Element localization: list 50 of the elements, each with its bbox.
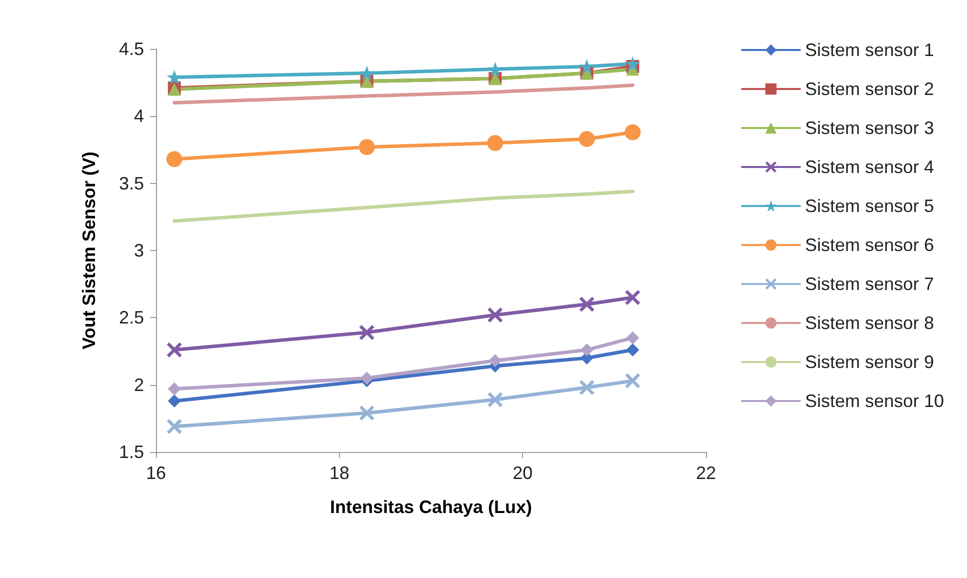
legend-label: Sistem sensor 7 — [804, 274, 934, 294]
legend-label: Sistem sensor 9 — [804, 352, 934, 372]
y-tick-label: 2.5 — [118, 308, 144, 328]
point — [488, 307, 503, 322]
y-tick-label: 3 — [134, 240, 144, 260]
legend-label: Sistem sensor 10 — [804, 391, 944, 411]
point — [359, 66, 374, 81]
x-axis-title: Intensitas Cahaya (Lux) — [330, 497, 532, 517]
point — [626, 331, 640, 344]
y-tick-label: 4.5 — [118, 39, 144, 59]
point — [358, 139, 375, 156]
x-tick-label: 16 — [146, 463, 166, 483]
point — [625, 373, 640, 388]
point — [359, 324, 374, 340]
point — [166, 70, 182, 85]
point — [168, 394, 181, 408]
point — [166, 151, 182, 168]
y-axis-title: Vout Sistem Sensor (V) — [79, 152, 99, 350]
legend-label: Sistem sensor 1 — [804, 40, 934, 60]
point — [579, 380, 594, 396]
point — [625, 290, 640, 306]
point — [579, 296, 594, 312]
point — [626, 343, 640, 356]
y-tick-label: 2 — [134, 374, 144, 395]
legend-label: Sistem sensor 5 — [804, 196, 934, 216]
point — [580, 343, 594, 356]
point — [487, 135, 504, 152]
point — [360, 372, 374, 385]
point — [166, 418, 182, 434]
point — [166, 342, 182, 358]
line-series — [172, 190, 634, 223]
legend-label: Sistem sensor 8 — [804, 313, 934, 333]
y-tick-label: 1.5 — [118, 442, 144, 462]
point — [488, 392, 503, 408]
point — [488, 62, 503, 77]
x-tick-label: 18 — [329, 463, 350, 483]
point — [624, 124, 641, 140]
x-tick-label: 22 — [696, 463, 716, 483]
x-tick-label: 20 — [512, 463, 533, 483]
y-tick-label: 3.5 — [118, 173, 144, 194]
point — [359, 406, 374, 421]
point — [488, 354, 502, 368]
y-tick-label: 4 — [134, 106, 144, 126]
legend-label: Sistem sensor 2 — [804, 79, 934, 99]
legend-label: Sistem sensor 3 — [804, 118, 934, 138]
legend-label: Sistem sensor 6 — [804, 235, 934, 255]
point — [168, 382, 181, 396]
line-series — [172, 84, 634, 104]
point — [578, 131, 595, 147]
legend-label: Sistem sensor 4 — [804, 157, 934, 177]
